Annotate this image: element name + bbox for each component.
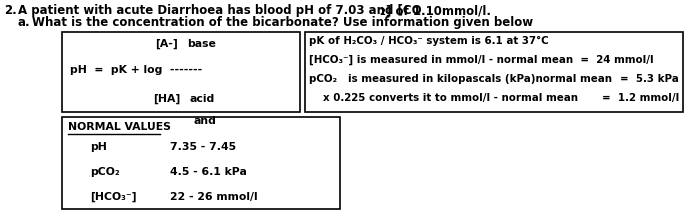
Text: What is the concentration of the bicarbonate? Use information given below: What is the concentration of the bicarbo… — [32, 16, 533, 29]
Text: pK of H₂CO₃ / HCO₃⁻ system is 6.1 at 37°C: pK of H₂CO₃ / HCO₃⁻ system is 6.1 at 37°… — [309, 36, 549, 46]
Text: [HCO₃⁻]: [HCO₃⁻] — [90, 192, 137, 202]
Text: and: and — [193, 116, 216, 126]
Text: 22 - 26 mmol/l: 22 - 26 mmol/l — [170, 192, 258, 202]
Text: x 0.225 converts it to mmol/l - normal mean: x 0.225 converts it to mmol/l - normal m… — [323, 93, 578, 103]
Text: 4.5 - 6.1 kPa: 4.5 - 6.1 kPa — [170, 167, 247, 177]
Text: [HA]: [HA] — [153, 94, 180, 104]
Text: 2: 2 — [379, 8, 385, 17]
Text: base: base — [187, 39, 216, 49]
Text: pCO₂: pCO₂ — [90, 167, 120, 177]
Text: [HCO₃⁻] is measured in mmol/l - normal mean  =  24 mmol/l: [HCO₃⁻] is measured in mmol/l - normal m… — [309, 55, 654, 65]
Text: =  1.2 mmol/l: = 1.2 mmol/l — [602, 93, 679, 103]
Text: [A-]: [A-] — [155, 39, 178, 49]
Bar — [305, 32, 683, 112]
Text: =  5.3 kPa: = 5.3 kPa — [621, 74, 679, 84]
Text: pH  =  pK + log  -------: pH = pK + log ------- — [70, 65, 202, 75]
Bar — [62, 117, 340, 209]
Text: 2.: 2. — [4, 4, 17, 17]
Text: pCO₂   is measured in kilopascals (kPa)normal mean: pCO₂ is measured in kilopascals (kPa)nor… — [309, 74, 612, 84]
Text: acid: acid — [189, 94, 214, 104]
Text: pH: pH — [90, 142, 107, 152]
Text: NORMAL VALUES: NORMAL VALUES — [68, 122, 171, 132]
Text: A patient with acute Diarrhoea has blood pH of 7.03 and [CO: A patient with acute Diarrhoea has blood… — [18, 4, 422, 17]
Bar — [62, 32, 300, 112]
Text: 7.35 - 7.45: 7.35 - 7.45 — [170, 142, 236, 152]
Text: ] of 1.10mmol/l.: ] of 1.10mmol/l. — [386, 4, 491, 17]
Text: a.: a. — [18, 16, 30, 29]
